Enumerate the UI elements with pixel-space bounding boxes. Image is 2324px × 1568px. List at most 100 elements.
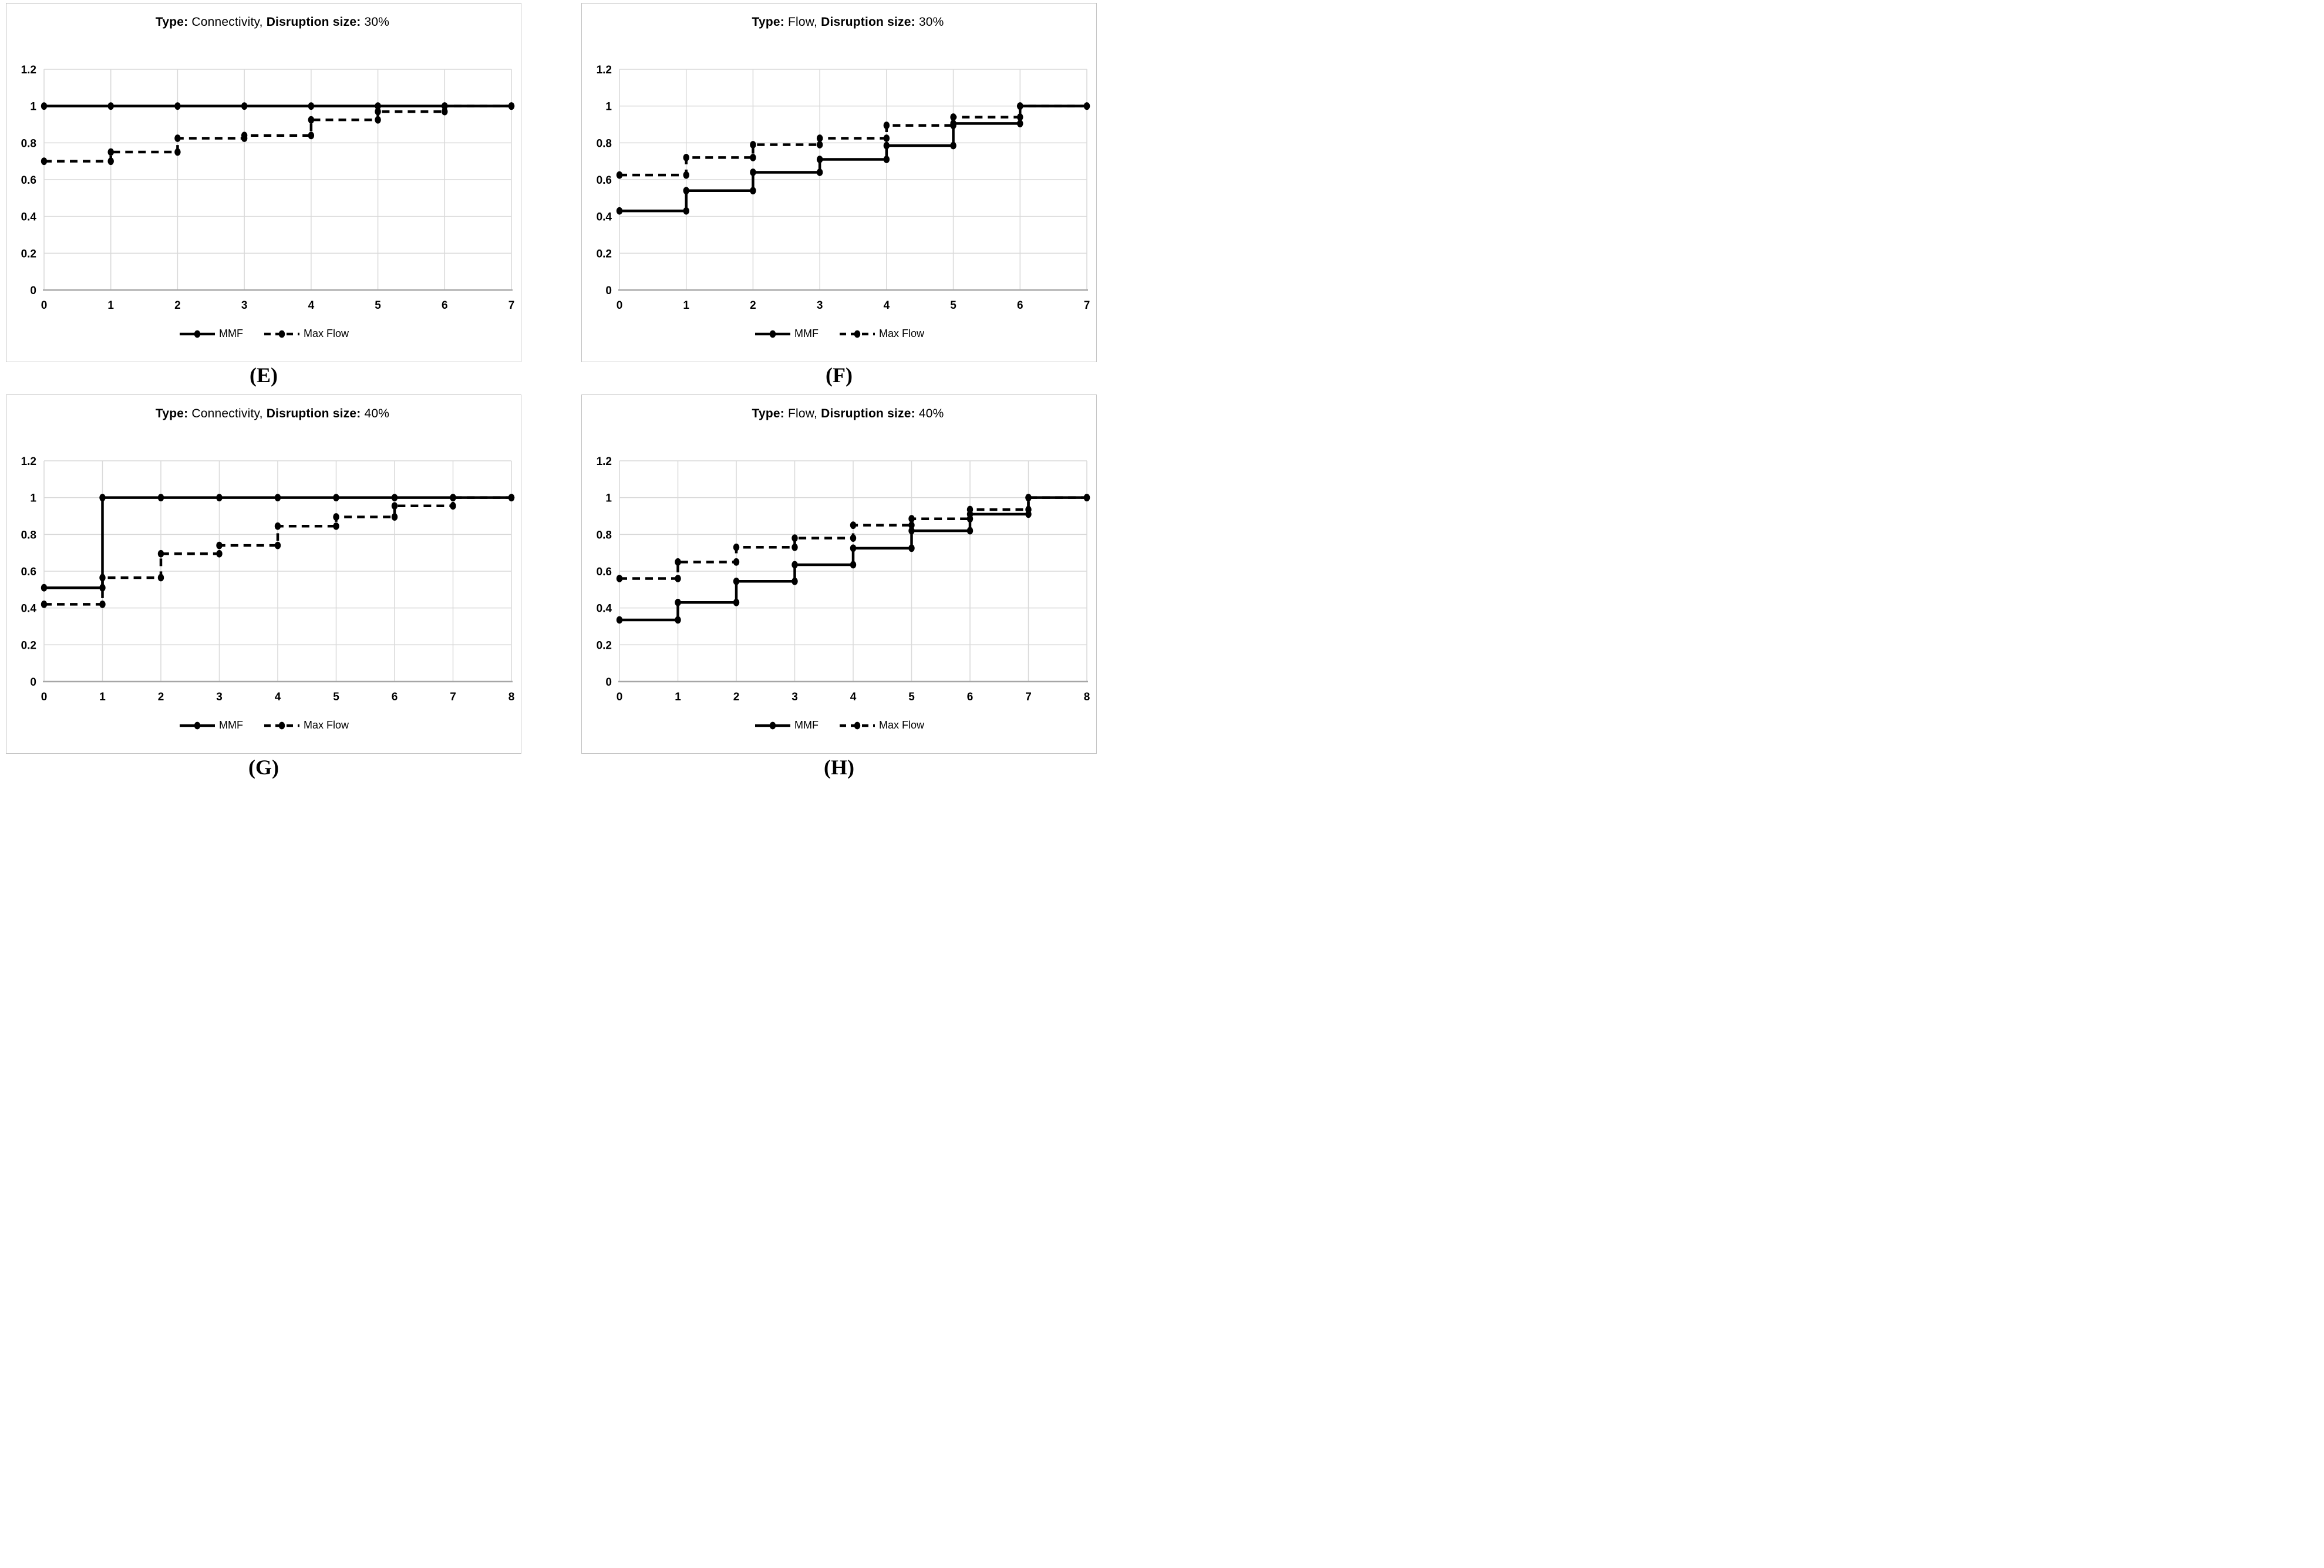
legend-item-mmf: MMF [178, 719, 243, 731]
legend-label: MMF [794, 719, 819, 731]
chart-title-part: Flow, [788, 15, 821, 29]
chart-panel-h: Type: Flow, Disruption size: 40% 0 0.2 0.4 0… [581, 394, 1097, 754]
x-axis-tick-labels: 0 1 2 3 4 5 6 7 [41, 299, 515, 312]
x-tick-label: 5 [908, 691, 915, 703]
data-point-marker [107, 102, 114, 110]
legend-g: MMF Max Flow [6, 719, 521, 731]
x-tick-label: 3 [241, 299, 248, 312]
series-line [619, 104, 1087, 213]
x-tick-label: 1 [683, 299, 689, 312]
y-tick-label: 0.8 [597, 137, 612, 150]
data-point-marker [274, 541, 281, 549]
data-point-marker [950, 141, 956, 150]
data-point-marker [41, 584, 48, 592]
data-point-marker [1025, 494, 1032, 502]
y-tick-label: 0 [30, 676, 36, 689]
y-tick-label: 0.2 [597, 248, 612, 260]
chart-title-part: 30% [918, 15, 944, 29]
chart-title-part: Connectivity, [191, 407, 267, 420]
chart-title-part: Type: [155, 15, 192, 29]
y-tick-label: 1.2 [597, 64, 612, 76]
x-tick-label: 1 [675, 691, 681, 703]
data-point-marker [683, 154, 689, 161]
x-tick-label: 4 [308, 299, 315, 312]
panel-label-h: (H) [824, 756, 854, 779]
data-point-marker [391, 513, 398, 521]
y-tick-label: 0.4 [21, 603, 37, 615]
data-point-marker [99, 601, 106, 608]
data-point-marker [966, 527, 974, 535]
y-tick-label: 0.2 [597, 639, 612, 652]
data-point-marker [41, 601, 48, 608]
data-point-marker [850, 544, 857, 552]
data-point-marker [508, 494, 515, 502]
series-mmf [41, 102, 515, 110]
data-point-marker [850, 534, 857, 542]
gridlines [619, 460, 1087, 682]
data-point-marker [1017, 102, 1023, 110]
data-point-marker [99, 584, 106, 592]
chart-title-part: Flow, [788, 407, 821, 420]
data-point-marker [442, 107, 448, 116]
data-point-marker [1017, 120, 1023, 127]
data-point-marker [816, 141, 823, 149]
data-point-marker [241, 134, 248, 142]
data-point-marker [883, 134, 890, 142]
y-tick-label: 0.4 [597, 211, 612, 224]
legend-item-mmf: MMF [754, 328, 819, 340]
x-axis-tick-labels: 0 1 2 3 4 5 6 7 8 [41, 691, 515, 703]
data-point-marker [816, 134, 823, 142]
data-point-marker [391, 502, 398, 510]
data-point-marker [816, 168, 823, 176]
y-tick-label: 1.2 [21, 456, 36, 468]
x-tick-label: 5 [375, 299, 381, 312]
legend-marker [278, 330, 285, 338]
series-line [44, 104, 511, 163]
chart-panel-f: Type: Flow, Disruption size: 30% 0 0.2 0.4 0… [581, 3, 1097, 362]
data-point-marker [616, 616, 623, 624]
data-point-marker [908, 521, 915, 530]
data-point-marker [675, 598, 681, 606]
data-point-marker [174, 134, 181, 142]
gridlines [619, 69, 1087, 291]
data-point-marker [41, 157, 48, 166]
x-tick-label: 0 [41, 691, 48, 703]
chart-svg-h: 0 0.2 0.4 0.6 0.8 1 1.2 0 1 2 3 4 5 6 7 8 [597, 456, 1090, 703]
y-tick-label: 0.4 [21, 211, 37, 224]
solid-line-marker-icon [755, 330, 790, 338]
data-point-marker [157, 549, 164, 558]
data-point-marker [950, 113, 956, 121]
data-point-marker [375, 107, 381, 116]
data-point-marker [41, 102, 48, 110]
data-point-marker [274, 494, 281, 502]
y-tick-label: 1 [605, 101, 612, 113]
legend-label: Max Flow [303, 328, 349, 339]
data-point-marker [733, 543, 740, 551]
data-point-marker [308, 116, 315, 124]
x-tick-label: 2 [158, 691, 164, 703]
x-tick-label: 0 [617, 299, 623, 312]
x-axis-tick-labels: 0 1 2 3 4 5 6 7 8 [617, 691, 1090, 703]
panel-label-f: (F) [826, 363, 853, 387]
data-point-marker [675, 575, 681, 582]
chart-title-part: 40% [364, 407, 390, 420]
x-tick-label: 3 [216, 691, 223, 703]
data-point-marker [308, 131, 315, 140]
x-tick-label: 1 [99, 691, 106, 703]
y-tick-label: 0.8 [597, 529, 612, 541]
data-point-marker [1017, 113, 1023, 121]
y-tick-label: 1 [30, 493, 36, 505]
chart-title-part: Type: [752, 407, 789, 420]
data-point-marker [450, 502, 456, 510]
x-tick-label: 4 [884, 299, 890, 312]
y-tick-label: 0 [30, 285, 36, 297]
x-tick-label: 7 [450, 691, 456, 703]
series-max-flow [41, 102, 515, 166]
data-point-marker [675, 558, 681, 566]
data-point-marker [966, 515, 974, 523]
legend-f: MMF Max Flow [582, 328, 1096, 340]
data-point-marker [750, 154, 756, 161]
y-tick-label: 0.6 [21, 566, 36, 578]
legend-marker [854, 721, 861, 729]
chart-svg-g: 0 0.2 0.4 0.6 0.8 1 1.2 0 1 2 3 4 5 6 7 8 [21, 456, 515, 703]
